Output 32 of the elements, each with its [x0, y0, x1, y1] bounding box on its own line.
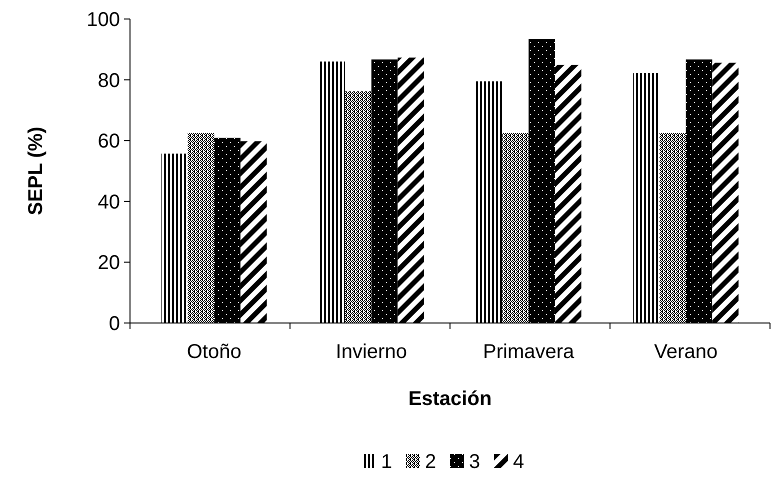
- x-tick-label: Verano: [654, 341, 718, 363]
- bar: [371, 59, 398, 323]
- y-tick-label: 100: [86, 9, 120, 31]
- y-tick-label: 0: [108, 313, 120, 335]
- bar: [345, 91, 372, 323]
- x-axis-title: Estación: [408, 388, 492, 410]
- bar: [528, 39, 555, 323]
- bar: [554, 64, 582, 323]
- legend-label: 2: [425, 451, 436, 473]
- legend-label: 3: [469, 451, 480, 473]
- bar: [712, 62, 739, 323]
- legend-label: 4: [513, 451, 524, 473]
- y-axis-title: SEPL (%): [25, 126, 47, 216]
- bar: [240, 141, 267, 323]
- x-tick-label: Invierno: [336, 341, 407, 363]
- bar: [188, 133, 214, 323]
- bar: [161, 154, 188, 323]
- bar: [502, 133, 529, 323]
- y-tick-label: 40: [98, 191, 120, 214]
- y-tick-label: 80: [98, 70, 120, 92]
- bar: [660, 133, 686, 323]
- bar: [214, 138, 240, 323]
- bar: [476, 81, 502, 323]
- y-tick-label: 60: [98, 130, 120, 153]
- bar: [318, 62, 346, 323]
- legend-label: 1: [381, 451, 392, 473]
- bar: [633, 73, 660, 323]
- x-tick-label: Otoño: [186, 341, 242, 363]
- x-tick-label: Primavera: [483, 341, 576, 363]
- y-tick-label: 20: [98, 252, 120, 274]
- bar: [398, 58, 424, 323]
- bar: [686, 59, 712, 323]
